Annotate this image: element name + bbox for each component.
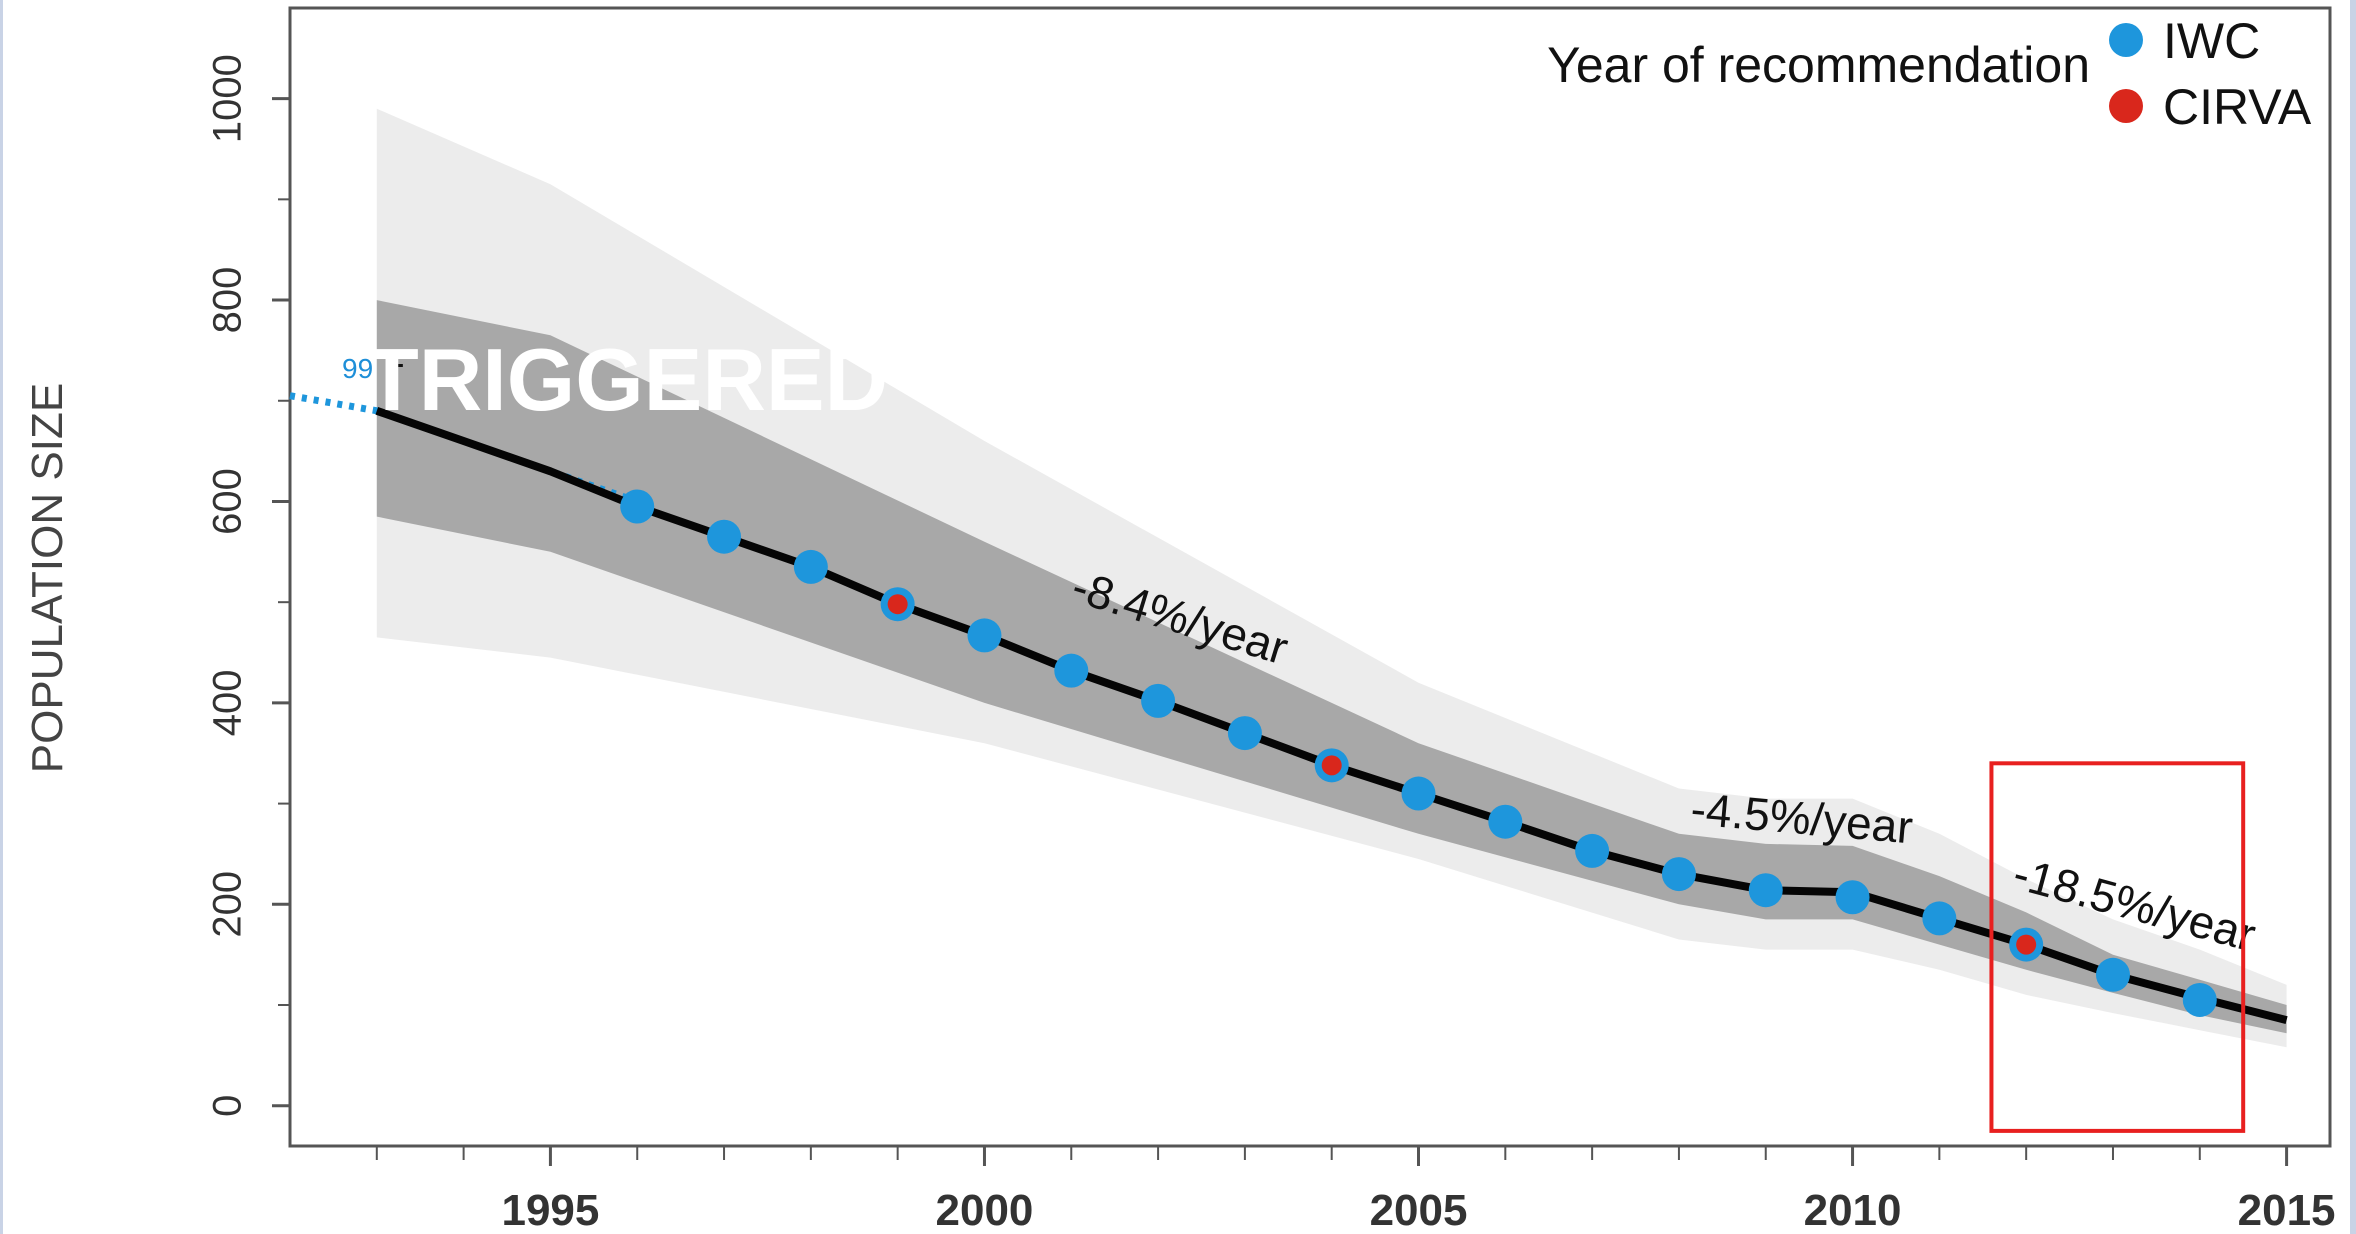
x-tick-label: 2000 bbox=[936, 1186, 1034, 1234]
iwc-point bbox=[620, 489, 655, 524]
cirva-point bbox=[2016, 934, 2037, 955]
x-tick-label: 2010 bbox=[1804, 1186, 1902, 1234]
iwc-point bbox=[1488, 804, 1523, 839]
iwc-point bbox=[707, 519, 742, 554]
legend: IWC CIRVA bbox=[2109, 13, 2312, 135]
iwc-point bbox=[967, 618, 1002, 653]
axes: 0 200 400 600 800 1000 1995 2000 2005 2010 2015 bbox=[206, 6, 2336, 1234]
confidence-bands bbox=[376, 108, 2287, 1048]
legend-title: Year of recommendation bbox=[1547, 37, 2090, 93]
legend-marker-cirva bbox=[2109, 89, 2143, 123]
iwc-point bbox=[1922, 901, 1957, 936]
highlight-box bbox=[1989, 761, 2246, 1133]
outer-confidence-band bbox=[376, 108, 2287, 1048]
inner-confidence-band bbox=[376, 300, 2287, 1034]
cirva-point bbox=[887, 594, 908, 615]
x-tick-label: 2015 bbox=[2238, 1186, 2336, 1234]
y-tick-label: 1000 bbox=[206, 54, 250, 143]
y-tick-label: 800 bbox=[206, 267, 250, 334]
small-99-label: 99 bbox=[342, 353, 373, 384]
iwc-point bbox=[1141, 683, 1176, 718]
data-points bbox=[620, 489, 2217, 1017]
iwc-point bbox=[1748, 873, 1783, 908]
iwc-point bbox=[1575, 833, 1610, 868]
iwc-point bbox=[1835, 880, 1870, 915]
y-tick-label: 0 bbox=[206, 1095, 250, 1117]
overlay-triggered-text: TRIGGERED bbox=[365, 330, 888, 429]
y-tick-label: 200 bbox=[206, 871, 250, 938]
y-tick-label: 600 bbox=[206, 468, 250, 535]
iwc-point bbox=[1401, 776, 1436, 811]
x-tick-label: 2005 bbox=[1370, 1186, 1468, 1234]
iwc-point bbox=[2182, 982, 2217, 1017]
small-arrow-icon bbox=[385, 358, 403, 373]
iwc-point bbox=[793, 549, 828, 584]
legend-marker-iwc bbox=[2109, 23, 2143, 57]
x-tick-label: 1995 bbox=[501, 1186, 599, 1234]
left-edge-strip bbox=[0, 0, 3, 1234]
right-edge-strip bbox=[2350, 0, 2356, 1234]
iwc-point bbox=[1227, 716, 1262, 751]
y-tick-label: 400 bbox=[206, 670, 250, 737]
cirva-point bbox=[1321, 755, 1342, 776]
plot-frame bbox=[288, 6, 2332, 1148]
iwc-point bbox=[1054, 653, 1089, 688]
legend-label-cirva: CIRVA bbox=[2163, 79, 2312, 135]
legend-label-iwc: IWC bbox=[2163, 13, 2260, 69]
chart-labels: POPULATION SIZE Year of recommendation T… bbox=[23, 37, 2090, 773]
y-axis-label: POPULATION SIZE bbox=[23, 383, 72, 773]
iwc-point bbox=[1661, 857, 1696, 892]
iwc-point bbox=[2095, 957, 2130, 992]
